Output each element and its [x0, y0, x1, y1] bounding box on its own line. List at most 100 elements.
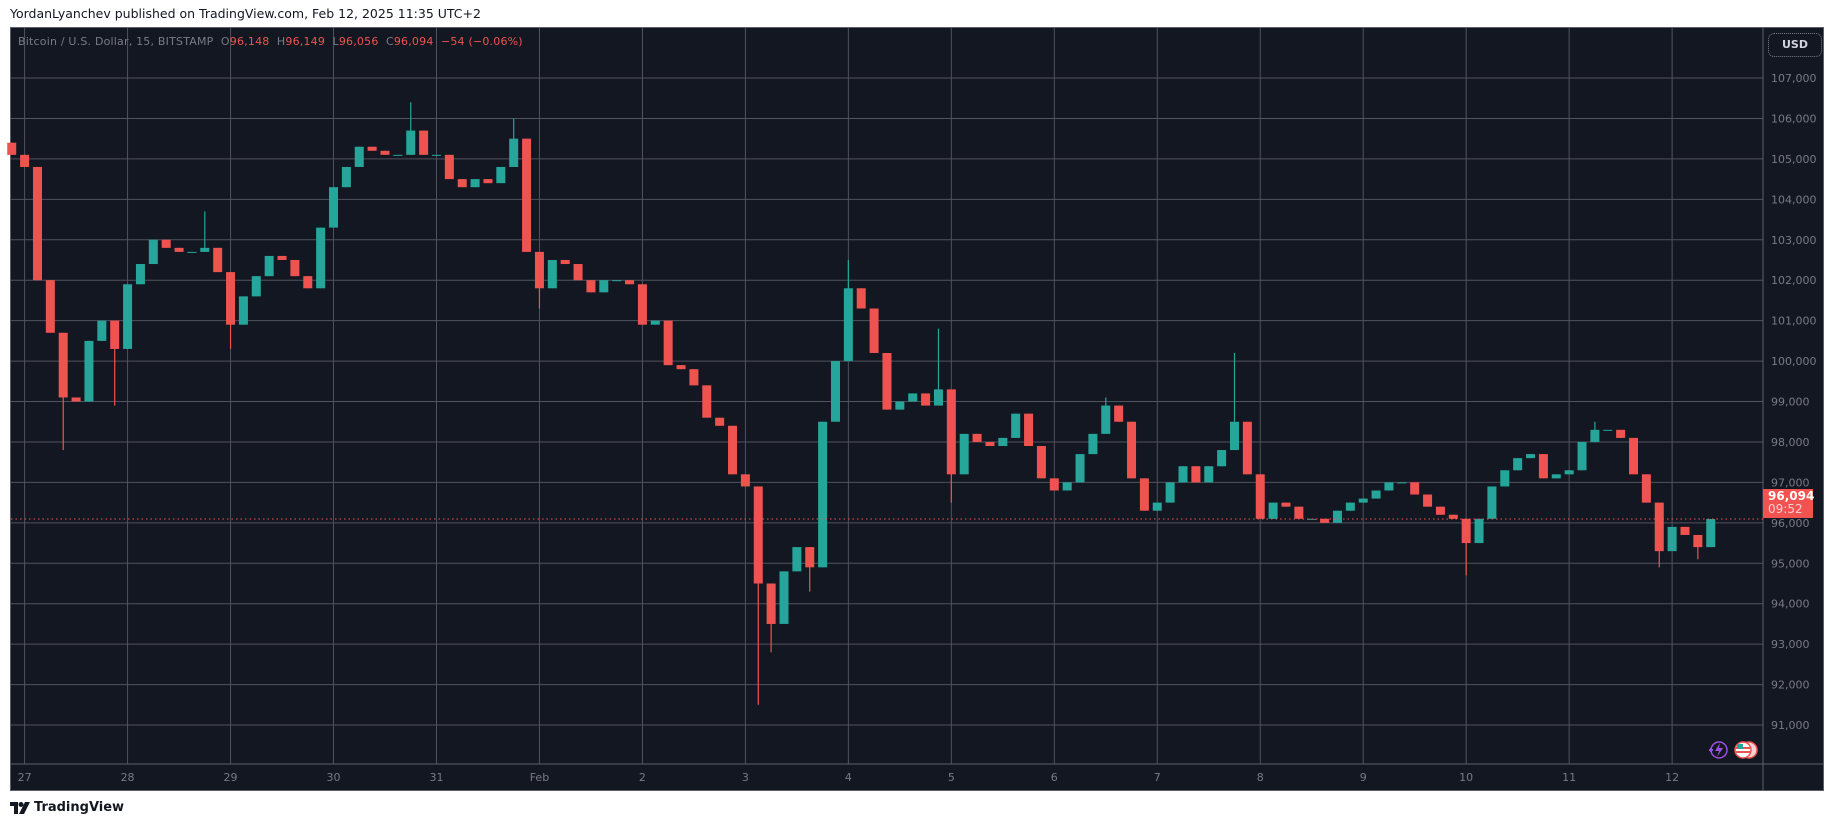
candle-body: [431, 154, 441, 156]
candle-body: [1242, 421, 1252, 475]
candle-body: [1397, 482, 1407, 484]
candle-body: [972, 433, 982, 442]
us-flag-icon[interactable]: [1731, 739, 1759, 761]
candle-body: [393, 154, 403, 156]
candle-body: [1641, 474, 1651, 503]
candle-body: [148, 239, 158, 265]
candle-body: [1062, 482, 1072, 491]
candle-body: [1577, 441, 1587, 471]
candle-body: [1088, 433, 1098, 455]
candle-body: [496, 166, 506, 184]
candle-body: [238, 296, 248, 325]
candle-body: [444, 154, 454, 180]
candle-body: [946, 389, 956, 475]
candle-body: [1127, 421, 1137, 479]
x-tick-label: 9: [1360, 771, 1367, 784]
candle-body: [637, 284, 647, 325]
candle-body: [161, 239, 171, 248]
candle-body: [367, 146, 377, 151]
candle-body: [612, 280, 622, 282]
candle-body: [702, 385, 712, 418]
candle-body: [1320, 518, 1330, 523]
candle-body: [1564, 470, 1574, 475]
candle-body: [689, 369, 699, 386]
candle-body: [856, 288, 866, 309]
chart-panel[interactable]: [10, 27, 1824, 791]
candle-body: [882, 352, 892, 410]
candle-body: [1680, 526, 1690, 535]
legend-close-label: C: [385, 35, 394, 48]
candle-body: [1011, 413, 1021, 438]
candle-body: [1590, 429, 1600, 442]
candle-body: [135, 264, 145, 285]
candle-body: [110, 320, 120, 349]
candle-body: [547, 259, 557, 289]
candle-body: [1255, 474, 1265, 519]
candle-body: [20, 154, 30, 167]
x-tick-label: 7: [1154, 771, 1161, 784]
candle-body: [200, 247, 210, 252]
candle-body: [1616, 429, 1626, 438]
y-tick-label: 97,000: [1771, 476, 1810, 489]
x-tick-label: 28: [121, 771, 135, 784]
candle-body: [354, 146, 364, 167]
candle-body: [1229, 421, 1239, 451]
candle-body: [1114, 405, 1124, 422]
candle-body: [1268, 502, 1278, 519]
legend-symbol[interactable]: Bitcoin / U.S. Dollar, 15, BITSTAMP: [18, 35, 214, 48]
candle-body: [921, 393, 931, 406]
y-tick-label: 107,000: [1771, 72, 1817, 85]
candle-body: [522, 138, 532, 252]
x-tick-label: 27: [18, 771, 32, 784]
candle-body: [933, 389, 943, 406]
candle-body: [1603, 429, 1613, 431]
legend-change: −54 (−0.06%): [440, 35, 523, 48]
candle-body: [32, 166, 42, 281]
candle-body: [1024, 413, 1034, 447]
candle-body: [1036, 446, 1046, 479]
legend-open: 96,148: [229, 35, 270, 48]
candle-body: [1332, 510, 1342, 523]
candle-body: [1217, 450, 1227, 467]
y-tick-label: 104,000: [1771, 193, 1817, 206]
y-tick-label: 99,000: [1771, 396, 1810, 409]
candle-body: [1204, 466, 1214, 483]
legend-high-label: H: [276, 35, 286, 48]
tradingview-brand[interactable]: TradingView: [10, 800, 124, 815]
x-tick-label: 5: [948, 771, 955, 784]
candle-body: [1139, 478, 1149, 511]
candle-body: [1551, 474, 1561, 479]
candle-body: [187, 251, 197, 253]
candle-body: [1384, 482, 1394, 491]
candle-body: [303, 276, 313, 289]
candle-body: [1410, 482, 1420, 495]
candle-body: [1693, 534, 1703, 548]
lightning-icon[interactable]: [1707, 739, 1729, 761]
x-tick-label: 29: [224, 771, 238, 784]
candle-body: [740, 474, 750, 487]
candle-body: [1461, 518, 1471, 544]
candle-body: [1526, 454, 1536, 459]
candle-body: [676, 365, 686, 370]
candle-body: [586, 280, 596, 293]
candle-body: [1281, 502, 1291, 507]
candle-body: [818, 421, 828, 568]
chart-legend: Bitcoin / U.S. Dollar, 15, BITSTAMP O96,…: [18, 35, 523, 48]
candle-body: [625, 280, 635, 285]
legend-close: 96,094: [393, 35, 434, 48]
candle-body: [470, 179, 480, 188]
y-tick-label: 92,000: [1771, 679, 1810, 692]
candle-body: [1423, 494, 1433, 507]
currency-button[interactable]: USD: [1768, 33, 1822, 57]
candle-body: [1654, 502, 1664, 552]
candle-body: [226, 272, 236, 325]
candle-body: [406, 130, 416, 155]
x-tick-label: 10: [1459, 771, 1473, 784]
candle-body: [1075, 454, 1085, 483]
candle-body: [1513, 458, 1523, 471]
candle-body: [1152, 502, 1162, 511]
candle-body: [792, 547, 802, 572]
candle-body: [985, 441, 995, 447]
candle-body: [908, 393, 918, 402]
